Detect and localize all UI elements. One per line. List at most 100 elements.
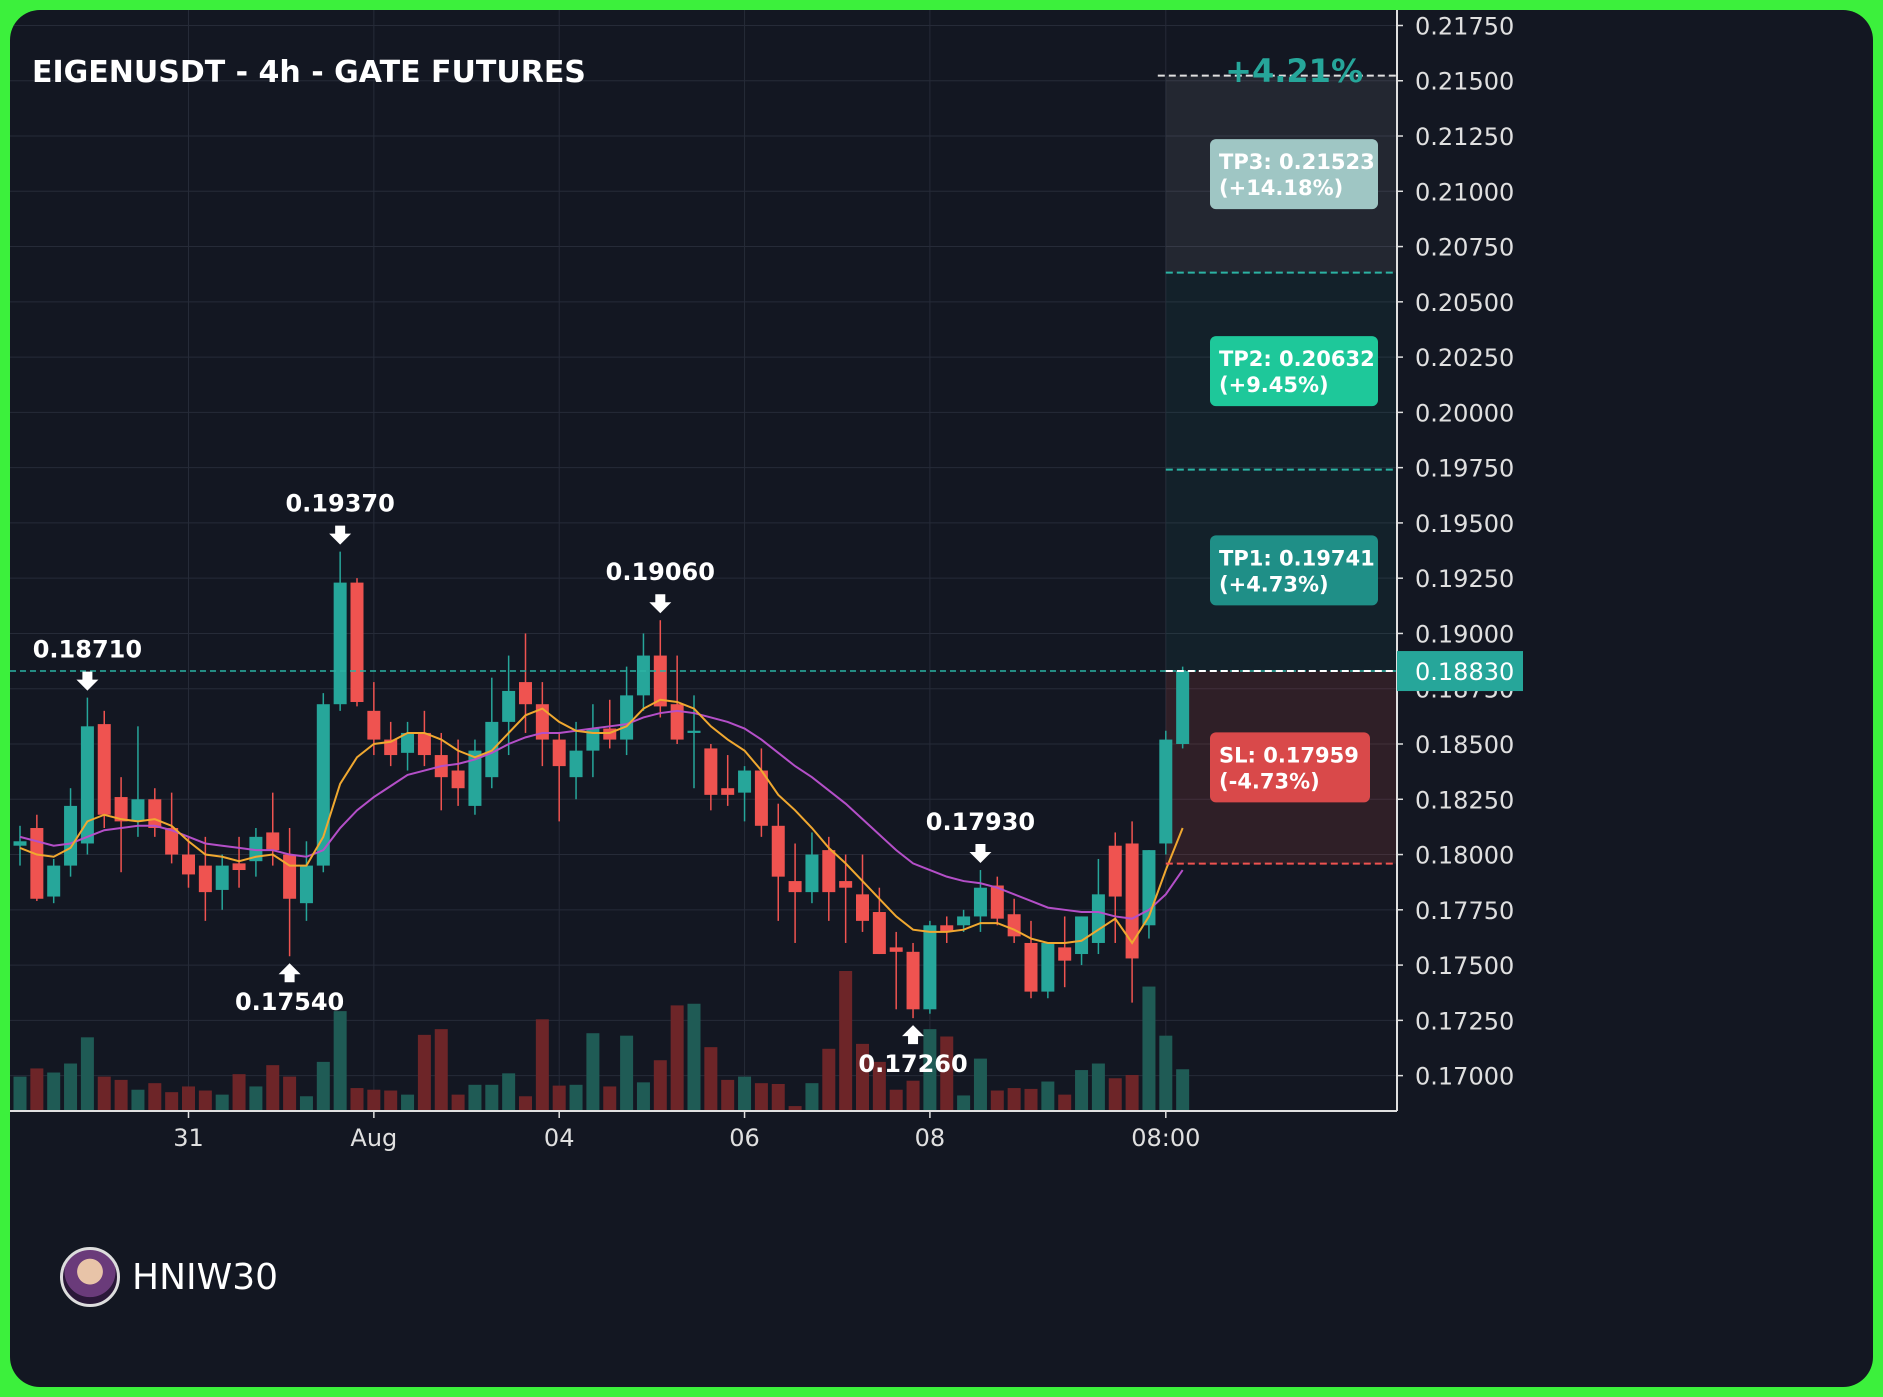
y-tick-label: 0.18000: [1415, 842, 1514, 870]
candle-body[interactable]: [468, 750, 482, 806]
y-tick-label: 0.20000: [1415, 399, 1514, 427]
candle-body[interactable]: [805, 854, 819, 893]
candle-body[interactable]: [721, 788, 735, 795]
candle-body[interactable]: [822, 850, 836, 893]
y-tick-label: 0.20500: [1415, 289, 1514, 317]
volume-bar: [771, 1083, 785, 1111]
candle-body[interactable]: [114, 797, 128, 822]
tp1-label-box: [1210, 535, 1378, 606]
candle-body[interactable]: [788, 881, 802, 893]
sl-label-box: [1210, 732, 1370, 803]
candle-body[interactable]: [687, 730, 701, 733]
candle-body[interactable]: [451, 770, 465, 789]
current-price-tag: [1397, 651, 1523, 692]
candlestick-chart[interactable]: TP3: 0.21523(+14.18%) TP2: 0.20632(+9.45%…: [10, 10, 1873, 1387]
volume-bar: [1041, 1081, 1055, 1111]
volume-bar: [13, 1076, 27, 1111]
candle-body[interactable]: [97, 724, 111, 815]
candle-body[interactable]: [839, 881, 853, 888]
candle-body[interactable]: [232, 863, 246, 871]
candle-body[interactable]: [80, 726, 94, 844]
candle-body[interactable]: [1125, 843, 1139, 959]
volume-bar: [417, 1034, 431, 1111]
candle-body[interactable]: [350, 582, 364, 702]
candle-body[interactable]: [283, 854, 297, 899]
volume-bar: [940, 1036, 954, 1111]
candle-body[interactable]: [384, 739, 398, 756]
brand-name: HNIW30: [132, 1256, 279, 1298]
volume-bar: [839, 971, 853, 1111]
candle-body[interactable]: [872, 912, 886, 955]
candle-body[interactable]: [923, 925, 937, 1010]
volume-bar: [552, 1085, 566, 1111]
sl-label: SL: 0.17959: [1219, 743, 1359, 767]
candle-body[interactable]: [215, 865, 229, 890]
candle-body[interactable]: [586, 728, 600, 751]
x-tick-label: Aug: [350, 1124, 397, 1152]
candle-body[interactable]: [502, 690, 516, 722]
candle-body[interactable]: [569, 750, 583, 778]
y-tick-label: 0.19250: [1415, 565, 1514, 593]
volume-bar: [47, 1072, 61, 1111]
candle-body[interactable]: [653, 655, 667, 707]
candle-body[interactable]: [182, 854, 195, 875]
candle-body[interactable]: [64, 805, 78, 866]
candle-body[interactable]: [30, 828, 44, 899]
candle-body[interactable]: [131, 799, 145, 822]
candle-body[interactable]: [47, 865, 61, 897]
volume-bar: [283, 1076, 297, 1111]
y-tick-label: 0.17250: [1415, 1007, 1514, 1035]
y-tick-label: 0.19500: [1415, 510, 1514, 538]
volume-bar: [198, 1090, 212, 1111]
candle-body[interactable]: [367, 710, 381, 740]
candle-body[interactable]: [636, 655, 650, 696]
candle-body[interactable]: [957, 916, 971, 926]
volume-bar: [738, 1076, 752, 1111]
candle-body[interactable]: [198, 865, 212, 893]
candle-body[interactable]: [973, 887, 987, 917]
volume-bar: [1024, 1088, 1038, 1111]
candle-body[interactable]: [906, 951, 920, 1010]
volume-bar: [1176, 1069, 1190, 1111]
candle-body[interactable]: [856, 894, 869, 921]
candle-body[interactable]: [1075, 916, 1089, 955]
candle-body[interactable]: [940, 925, 954, 932]
candle-body[interactable]: [620, 695, 634, 740]
candle-body[interactable]: [519, 682, 532, 705]
candle-body[interactable]: [333, 582, 347, 705]
candle-body[interactable]: [1108, 845, 1122, 897]
candle-body[interactable]: [1024, 942, 1038, 992]
candle-body[interactable]: [670, 704, 684, 740]
candle-body[interactable]: [552, 739, 566, 767]
candle-body[interactable]: [1041, 942, 1055, 992]
candle-body[interactable]: [13, 841, 27, 846]
candle-body[interactable]: [603, 728, 617, 740]
candle-body[interactable]: [1058, 947, 1072, 961]
candle-body[interactable]: [738, 770, 752, 793]
candle-body[interactable]: [889, 947, 903, 952]
candle-body[interactable]: [401, 732, 415, 753]
candle-body[interactable]: [266, 832, 280, 851]
candle-body[interactable]: [165, 828, 179, 855]
candle-body[interactable]: [771, 825, 785, 877]
candle-body[interactable]: [299, 865, 313, 904]
candle-body[interactable]: [1176, 671, 1190, 744]
candle-body[interactable]: [249, 836, 263, 862]
candle-body[interactable]: [148, 799, 162, 829]
candle-body[interactable]: [1091, 894, 1105, 943]
tp1-percent: (+4.73%): [1219, 572, 1329, 596]
candle-body[interactable]: [990, 885, 1004, 919]
volume-bar: [1108, 1078, 1122, 1111]
volume-bar: [131, 1089, 145, 1111]
x-tick-label: 06: [729, 1124, 760, 1152]
candle-body[interactable]: [535, 704, 549, 740]
volume-bar: [182, 1086, 195, 1111]
y-tick-label: 0.20250: [1415, 344, 1514, 372]
candle-body[interactable]: [1159, 739, 1173, 844]
volume-bar: [1125, 1074, 1139, 1111]
candle-body[interactable]: [704, 748, 718, 795]
candle-body[interactable]: [417, 732, 431, 756]
volume-bar: [653, 1060, 667, 1111]
candle-body[interactable]: [316, 704, 330, 866]
candle-body[interactable]: [754, 770, 768, 826]
